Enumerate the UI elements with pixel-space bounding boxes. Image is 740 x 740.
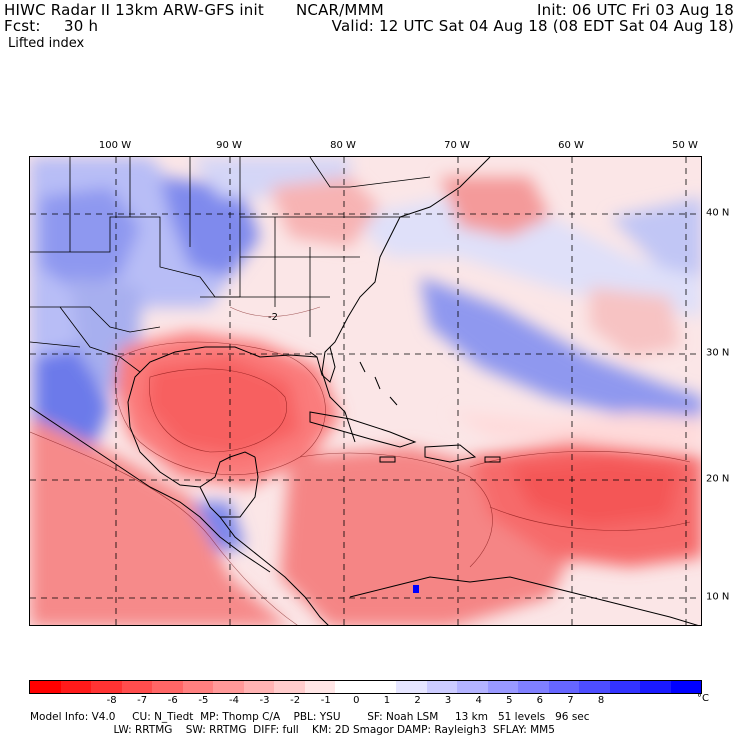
- colorbar: [29, 680, 702, 694]
- colorbar-swatch: [121, 681, 152, 693]
- colorbar-tick-label: -4: [228, 695, 239, 706]
- colorbar-swatch: [91, 681, 122, 693]
- colorbar-tick-label: 6: [536, 695, 544, 706]
- colorbar-swatch: [670, 681, 701, 693]
- colorbar-swatch: [396, 681, 427, 693]
- lat-label-30n: 30 N: [706, 347, 730, 359]
- colorbar-unit: °C: [697, 693, 709, 704]
- colorbar-tick-label: 8: [597, 695, 605, 706]
- coastlines: [30, 157, 699, 625]
- lat-label-10n: 10 N: [706, 591, 730, 603]
- lon-label-70w: 70 W: [444, 140, 470, 151]
- organization: NCAR/MMM: [296, 1, 384, 19]
- field-name: Lifted index: [8, 36, 85, 51]
- colorbar-swatch: [518, 681, 549, 693]
- colorbar-tick-label: 1: [383, 695, 391, 706]
- colorbar-swatch: [243, 681, 274, 693]
- colorbar-swatch: [335, 681, 366, 693]
- graticule: [30, 157, 701, 625]
- model-title: HIWC Radar II 13km ARW-GFS init: [4, 1, 264, 19]
- footer-physics: LW: RRTMG SW: RRTMG DIFF: full KM: 2D Sm…: [30, 724, 555, 736]
- political-boundaries: [30, 157, 431, 373]
- colorbar-swatch: [304, 681, 335, 693]
- lifted-index-map: -2: [29, 156, 702, 626]
- colorbar-tick-label: -5: [198, 695, 209, 706]
- forecast-label: Fcst:: [4, 17, 41, 35]
- colorbar-swatch: [640, 681, 671, 693]
- colorbar-swatch: [609, 681, 640, 693]
- forecast-hours: 30 h: [64, 17, 99, 35]
- colorbar-tick-label: 7: [567, 695, 574, 706]
- lon-label-80w: 80 W: [330, 140, 356, 151]
- colorbar-tick-label: 4: [475, 695, 482, 706]
- field-shading: [30, 157, 701, 625]
- valid-time: Valid: 12 UTC Sat 04 Aug 18 (08 EDT Sat …: [331, 17, 734, 35]
- colorbar-swatch: [487, 681, 518, 693]
- colorbar-tick-label: 3: [444, 695, 452, 706]
- colorbar-swatch: [365, 681, 396, 693]
- lat-label-40n: 40 N: [706, 207, 730, 219]
- colorbar-swatch: [152, 681, 183, 693]
- colorbar-swatch: [30, 681, 61, 693]
- lon-label-90w: 90 W: [216, 140, 242, 151]
- colorbar-swatch: [182, 681, 213, 693]
- lat-label-20n: 20 N: [706, 473, 730, 485]
- colorbar-tick-label: 2: [414, 695, 421, 706]
- colorbar-swatch: [579, 681, 610, 693]
- colorbar-tick-label: 0: [353, 695, 360, 706]
- colorbar-swatch: [548, 681, 579, 693]
- colorbar-swatch: [426, 681, 457, 693]
- colorbar-tick-label: 5: [506, 695, 513, 706]
- footer-model-info: Model Info: V4.0 CU: N_Tiedt MP: Thomp C…: [30, 711, 590, 723]
- colorbar-tick-label: -3: [259, 695, 270, 706]
- colorbar-swatch: [60, 681, 91, 693]
- map-canvas: -2: [30, 157, 701, 625]
- lon-label-50w: 50 W: [672, 140, 698, 151]
- stable-spot: [413, 585, 419, 593]
- colorbar-swatch: [213, 681, 244, 693]
- lon-label-60w: 60 W: [558, 140, 584, 151]
- colorbar-swatch: [274, 681, 305, 693]
- contour-label: -2: [268, 312, 278, 323]
- colorbar-tick-label: -7: [137, 695, 148, 706]
- lon-label-100w: 100 W: [98, 140, 132, 151]
- init-time: Init: 06 UTC Fri 03 Aug 18: [537, 1, 734, 19]
- colorbar-swatch: [457, 681, 488, 693]
- colorbar-tick-label: -8: [106, 695, 117, 706]
- colorbar-tick-label: -1: [320, 695, 331, 706]
- colorbar-tick-label: -6: [167, 695, 178, 706]
- colorbar-tick-label: -2: [290, 695, 301, 706]
